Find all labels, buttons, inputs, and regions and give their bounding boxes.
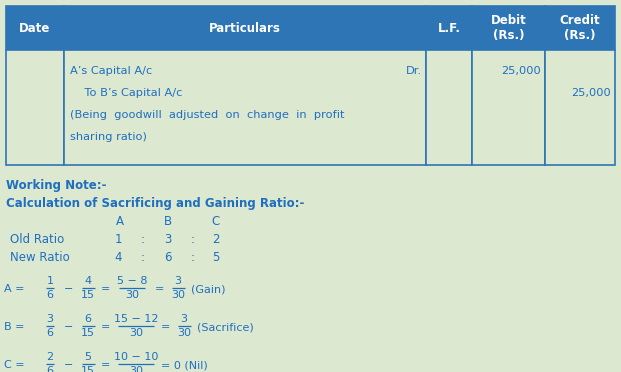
Text: (Sacrifice): (Sacrifice) <box>197 322 254 332</box>
Text: 2: 2 <box>47 352 53 362</box>
Text: 5: 5 <box>84 352 91 362</box>
Bar <box>472 50 545 165</box>
Text: 15: 15 <box>81 366 95 372</box>
Text: 6: 6 <box>47 328 53 338</box>
Bar <box>64 50 426 165</box>
Text: 30: 30 <box>125 290 139 300</box>
Text: 30: 30 <box>177 328 191 338</box>
Text: −: − <box>64 322 73 332</box>
Text: =: = <box>101 284 111 294</box>
Text: 6: 6 <box>47 290 53 300</box>
Text: 30: 30 <box>129 328 143 338</box>
Text: Old Ratio: Old Ratio <box>10 233 64 246</box>
Text: 6: 6 <box>84 314 91 324</box>
Text: 3: 3 <box>181 314 188 324</box>
Text: :: : <box>191 233 195 246</box>
Bar <box>64 6 426 50</box>
Text: :: : <box>141 233 145 246</box>
Text: Dr.: Dr. <box>406 66 422 76</box>
Text: 5: 5 <box>212 251 220 264</box>
Text: 5 − 8: 5 − 8 <box>117 276 147 286</box>
Text: −: − <box>64 284 73 294</box>
Text: =: = <box>101 360 111 370</box>
Text: sharing ratio): sharing ratio) <box>70 132 147 142</box>
Bar <box>426 6 472 50</box>
Text: = 0 (Nil): = 0 (Nil) <box>161 360 208 370</box>
Text: 4: 4 <box>114 251 122 264</box>
Text: A: A <box>116 215 124 228</box>
Text: 4: 4 <box>84 276 91 286</box>
Text: =: = <box>161 322 170 332</box>
Text: B: B <box>164 215 172 228</box>
Text: 1: 1 <box>47 276 53 286</box>
Text: 30: 30 <box>129 366 143 372</box>
Text: (Gain): (Gain) <box>191 284 225 294</box>
Text: 3: 3 <box>165 233 171 246</box>
Text: B =: B = <box>4 322 24 332</box>
Text: 1: 1 <box>114 233 122 246</box>
Text: Working Note:-: Working Note:- <box>6 179 106 192</box>
Bar <box>6 6 64 50</box>
Bar <box>545 6 615 50</box>
Text: Calculation of Sacrificing and Gaining Ratio:-: Calculation of Sacrificing and Gaining R… <box>6 197 304 210</box>
Bar <box>6 50 64 165</box>
Text: 2: 2 <box>212 233 220 246</box>
Bar <box>472 6 545 50</box>
Text: New Ratio: New Ratio <box>10 251 70 264</box>
Text: 3: 3 <box>47 314 53 324</box>
Text: −: − <box>64 360 73 370</box>
Text: 10 − 10: 10 − 10 <box>114 352 158 362</box>
Bar <box>426 50 472 165</box>
Text: 15: 15 <box>81 290 95 300</box>
Text: Date: Date <box>19 22 51 35</box>
Text: =: = <box>101 322 111 332</box>
Text: 15: 15 <box>81 328 95 338</box>
Text: =: = <box>155 284 165 294</box>
Text: 15 − 12: 15 − 12 <box>114 314 158 324</box>
Text: Credit
(Rs.): Credit (Rs.) <box>560 14 601 42</box>
Text: :: : <box>191 251 195 264</box>
Text: Particulars: Particulars <box>209 22 281 35</box>
Text: 30: 30 <box>171 290 185 300</box>
Text: C: C <box>212 215 220 228</box>
Text: A’s Capital A/c: A’s Capital A/c <box>70 66 152 76</box>
Text: 3: 3 <box>175 276 181 286</box>
Text: 6: 6 <box>164 251 172 264</box>
Text: A =: A = <box>4 284 24 294</box>
Text: 25,000: 25,000 <box>501 66 541 76</box>
Text: C =: C = <box>4 360 25 370</box>
Text: (Being  goodwill  adjusted  on  change  in  profit: (Being goodwill adjusted on change in pr… <box>70 110 345 120</box>
Text: 25,000: 25,000 <box>571 88 611 98</box>
Text: L.F.: L.F. <box>438 22 461 35</box>
Text: To B’s Capital A/c: To B’s Capital A/c <box>70 88 182 98</box>
Text: 6: 6 <box>47 366 53 372</box>
Text: :: : <box>141 251 145 264</box>
Text: Debit
(Rs.): Debit (Rs.) <box>491 14 527 42</box>
Bar <box>545 50 615 165</box>
